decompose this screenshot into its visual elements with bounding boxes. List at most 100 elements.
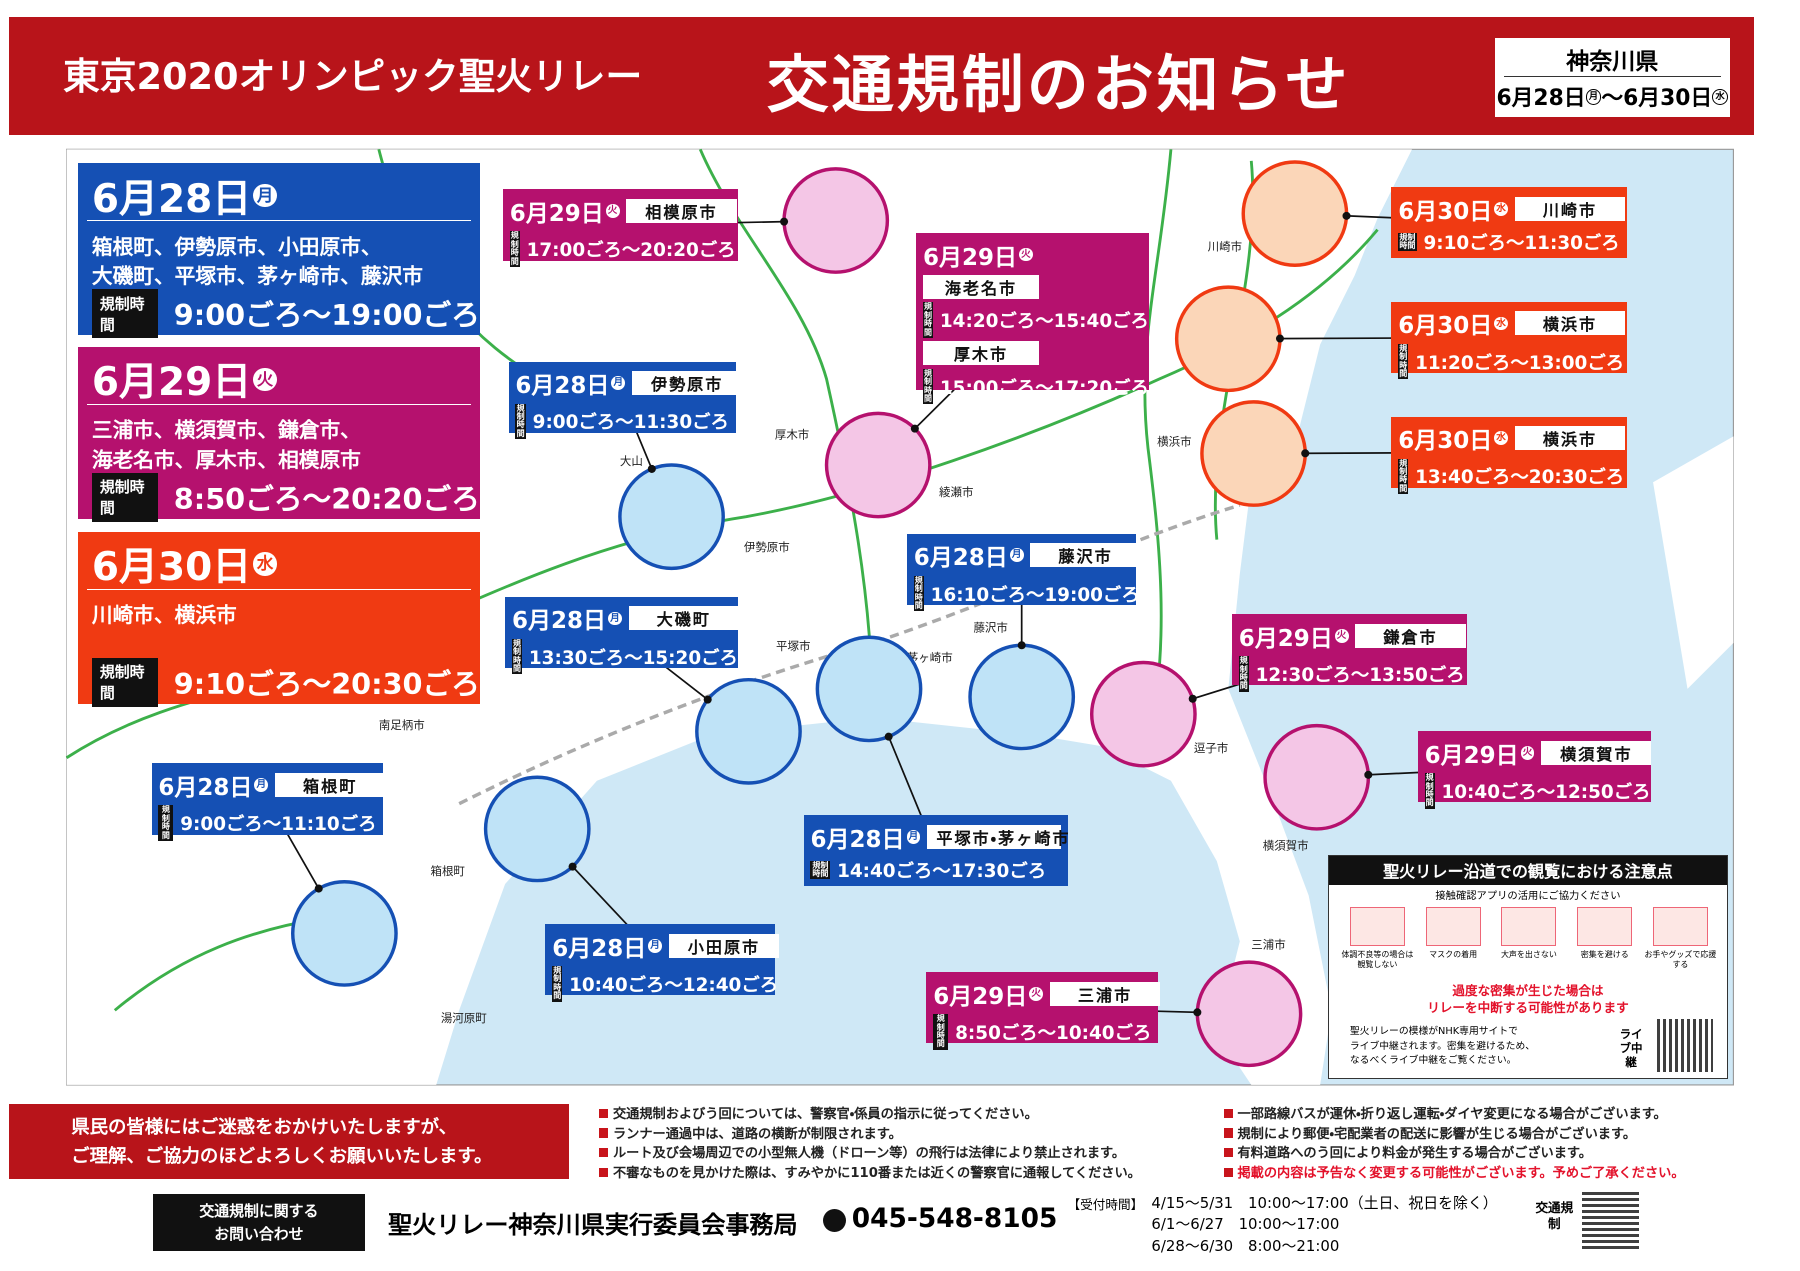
note-bullet xyxy=(599,1128,609,1138)
callout-time: 13:30ごろ～15:20ごろ xyxy=(528,647,738,669)
callout-time: 13:40ごろ～20:30ごろ xyxy=(1415,467,1625,489)
note-line: 掲載の内容は予告なく変更する可能性がございます。予めご了承ください。 xyxy=(1237,1165,1685,1181)
date-text: 6月30日 xyxy=(1398,313,1493,340)
prefecture-rule xyxy=(1503,75,1721,77)
summary-block: 6月29日火三浦市、横須賀市、鎌倉市、 海老名市、厚木市、相模原市 規制時間 8:50… xyxy=(78,346,480,522)
callout-time-row: 規制時間 16:10ごろ～19:00ごろ xyxy=(913,575,1140,612)
hours-label: 【受付時間】 xyxy=(1067,1196,1144,1212)
callout: 6月29日火鎌倉市 規制時間 12:30ごろ～13:50ごろ xyxy=(1231,614,1468,692)
notice-subtitle: 接触確認アプリの活用にご協力ください xyxy=(1435,890,1621,903)
map-label: 川崎市 xyxy=(1208,239,1242,253)
notice-icon-label: 体調不良等の場合は観覧しない xyxy=(1341,950,1414,969)
callout-head: 6月28日月藤沢市 xyxy=(914,538,1141,572)
period-day: 月 xyxy=(1585,89,1602,105)
date-text: 6月29日 xyxy=(922,244,1017,271)
summary-cities: 大磯町、平塚市、茅ヶ崎市、藤沢市 xyxy=(91,264,423,289)
area-circle xyxy=(695,677,802,785)
period-part: 6月30日 xyxy=(1623,86,1713,112)
connector-dot xyxy=(314,884,323,893)
weekday: 水 xyxy=(1494,201,1508,216)
weekday: 月 xyxy=(253,183,277,208)
callout-city: 横浜市 xyxy=(1514,426,1626,451)
connector-dot xyxy=(1017,641,1026,650)
callout-head: 6月28日月箱根町 xyxy=(158,768,386,802)
summary-rule xyxy=(87,588,471,590)
phone: 045-548-8105 xyxy=(851,1203,1058,1235)
callout-city: 伊勢原市 xyxy=(632,371,743,396)
summary-cities: 箱根町、伊勢原市、小田原市、 xyxy=(91,234,382,259)
date-text: 6月30日 xyxy=(1398,428,1493,455)
date-text: 6月29日 xyxy=(933,983,1028,1010)
callout-time-row: 規制時間 9:00ごろ～11:30ごろ xyxy=(515,403,729,440)
weekday: 水 xyxy=(1494,431,1508,446)
connector-dot xyxy=(647,464,656,473)
summary-time: 9:10ごろ～20:30ごろ xyxy=(173,666,480,701)
callout-city-row: 厚木市 xyxy=(922,341,1142,366)
weekday: 火 xyxy=(605,204,620,218)
connector-dot xyxy=(780,217,789,226)
callout: 6月28日月藤沢市 規制時間 16:10ごろ～19:00ごろ xyxy=(906,533,1141,612)
prefecture: 神奈川県 xyxy=(1566,49,1659,76)
callout-time-row: 規制時間 15:00ごろ～17:20ごろ xyxy=(922,368,1149,405)
date-text: 6月28日 xyxy=(552,935,647,962)
notice-note: 聖火リレーの模様がNHK専用サイトで xyxy=(1349,1025,1518,1037)
connector-dot xyxy=(910,424,919,433)
callout-time: 14:20ごろ～15:40ごろ xyxy=(939,311,1149,333)
date: 6月29日火 xyxy=(923,238,1033,272)
callout-time: 14:40ごろ～17:30ごろ xyxy=(837,861,1047,883)
map-label: 逗子市 xyxy=(1194,741,1228,755)
notice-icon xyxy=(1501,906,1557,946)
date-text: 6月28日 xyxy=(158,774,253,801)
map-label: 茅ヶ崎市 xyxy=(907,650,953,664)
callout-time-row: 規制時間 9:10ごろ～11:30ごろ xyxy=(1398,229,1620,255)
callout-city-row: 海老名市 xyxy=(922,274,1142,299)
connector-dot xyxy=(1364,770,1373,779)
connector-dot xyxy=(1301,449,1310,458)
date-text: 6月28日 xyxy=(810,826,905,853)
callout-time-row: 規制時間 13:30ごろ～15:20ごろ xyxy=(511,638,738,675)
time-label: 規制時間 xyxy=(922,302,933,338)
callout-head: 6月29日火横須賀市 xyxy=(1425,736,1652,770)
date-text: 6月28日 xyxy=(511,608,606,635)
callout-time-row: 規制時間 14:40ごろ～17:30ごろ xyxy=(810,857,1060,883)
weekday: 火 xyxy=(1334,628,1349,643)
note-bullet xyxy=(1223,1148,1233,1158)
date: 6月30日水 xyxy=(1398,306,1508,340)
map-label: 湯河原町 xyxy=(441,1011,487,1025)
note-line: ルート及び会場周辺での小型無人機（ドローン等）の飛行は法律により禁止されます。 xyxy=(613,1146,1126,1162)
date-text: 6月29日 xyxy=(509,200,604,227)
time-label: 規制時間 xyxy=(158,805,174,841)
phone-icon xyxy=(823,1208,847,1232)
note-line: ランナー通過中は、道路の横断が制限されます。 xyxy=(613,1126,902,1142)
notice-icon-label: 密集を避ける xyxy=(1580,950,1629,960)
callout-head: 6月28日月大磯町 xyxy=(511,601,739,635)
connector-dot xyxy=(703,695,712,704)
callout-time-row: 規制時間 14:20ごろ～15:40ごろ xyxy=(922,302,1149,338)
time-label: 規制時間 xyxy=(91,472,158,522)
notice-title: 聖火リレー沿道での観覧における注意点 xyxy=(1329,856,1727,885)
period: 6月28日月～ 6月30日水 xyxy=(1495,81,1730,112)
connector-dot xyxy=(884,732,893,741)
callout-head: 6月29日火相模原市 xyxy=(509,194,737,228)
date: 6月29日火 xyxy=(92,351,277,407)
map-label: 箱根町 xyxy=(430,864,465,878)
map-label: 厚木市 xyxy=(775,428,809,442)
area-circle xyxy=(618,463,725,571)
callout: 6月30日水横浜市 規制時間 11:20ごろ～13:00ごろ xyxy=(1391,301,1627,380)
note-line: 交通規制およびう回については、警察官・係員の指示に従ってください。 xyxy=(613,1107,1038,1123)
callout-city: 横浜市 xyxy=(1514,311,1626,336)
callout-city: 厚木市 xyxy=(922,341,1039,366)
qr-label: 交通規制 xyxy=(1535,1199,1574,1231)
callout-city: 海老名市 xyxy=(922,274,1039,299)
date-text: 6月29日 xyxy=(1238,625,1333,652)
callout: 6月29日火海老名市規制時間 14:20ごろ～15:40ごろ厚木市 規制時間 15:0… xyxy=(916,233,1150,405)
callout-city: 藤沢市 xyxy=(1030,543,1141,568)
map-label: 伊勢原市 xyxy=(744,540,790,554)
summary-time-row: 規制時間 9:00ごろ～19:00ごろ xyxy=(91,289,480,339)
area-circle xyxy=(1089,660,1197,768)
hours-row: 6/1～6/27 10:00～17:00 xyxy=(1151,1215,1340,1234)
time-label: 規制時間 xyxy=(1398,458,1409,495)
callout-city: 横須賀市 xyxy=(1541,740,1652,765)
date: 6月29日火 xyxy=(1425,736,1535,770)
note-line: 不審なものを見かけた際は、すみやかに110番または近くの警察官に通報してください… xyxy=(613,1165,1141,1181)
